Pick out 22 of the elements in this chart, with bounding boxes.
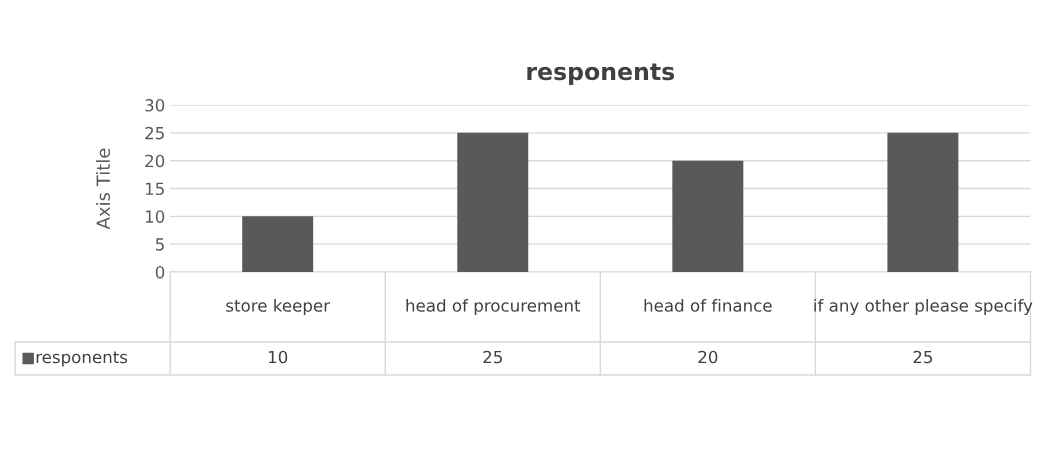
chart-title: responents xyxy=(527,63,675,85)
y-tick-label: 30 xyxy=(145,99,165,112)
y-tick-label: 10 xyxy=(145,210,165,223)
x-tick-label: head of finance xyxy=(644,298,772,312)
x-tick-label: if any other please specify xyxy=(814,298,1033,316)
y-axis-title: Axis Title xyxy=(96,148,111,230)
bar xyxy=(242,216,314,272)
y-tick-label: 0 xyxy=(155,265,165,279)
bar xyxy=(887,132,959,272)
data-label: 10 xyxy=(268,350,288,364)
y-tick-label: 25 xyxy=(145,126,164,140)
x-tick-label: head of procurement xyxy=(406,298,581,316)
data-label: 25 xyxy=(913,350,933,364)
y-tick-label: 15 xyxy=(145,182,164,196)
bar xyxy=(457,132,529,272)
data-label: 25 xyxy=(483,350,502,364)
y-tick-label: 5 xyxy=(155,238,164,251)
x-tick-label: store keeper xyxy=(226,298,331,316)
legend-label: responents xyxy=(36,351,128,367)
data-label: 20 xyxy=(698,350,718,364)
bar xyxy=(672,160,744,272)
y-tick-label: 20 xyxy=(145,154,165,168)
